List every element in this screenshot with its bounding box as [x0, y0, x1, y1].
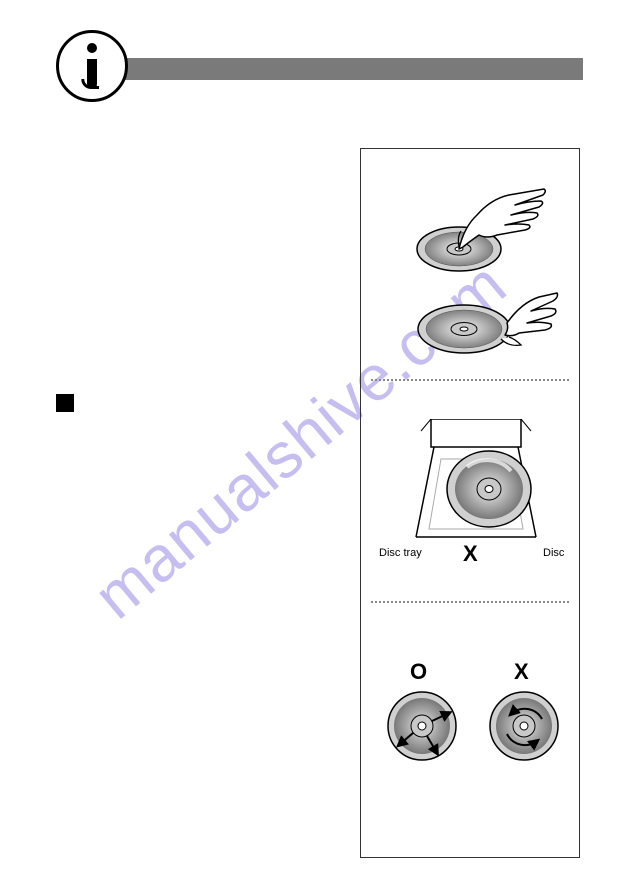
header-bar: [110, 58, 583, 80]
section-disc-tray: Disc tray X Disc: [361, 399, 579, 599]
mark-incorrect-tray: X: [463, 541, 478, 567]
disc-wipe-radial-icon: [385, 689, 460, 764]
hand-holding-disc-edge-icon: [409, 281, 559, 361]
label-disc-tray: Disc tray: [379, 547, 422, 559]
section-bullet: [56, 394, 74, 412]
mark-incorrect: X: [514, 659, 529, 685]
divider: [371, 601, 569, 603]
disc-tray-wrong-icon: [411, 419, 541, 549]
section-disc-handling: [361, 159, 579, 374]
label-disc: Disc: [543, 547, 564, 559]
hand-holding-disc-top-icon: [409, 187, 549, 277]
divider: [371, 379, 569, 381]
mark-correct: O: [410, 659, 427, 685]
disc-wipe-circular-icon: [487, 689, 562, 764]
info-icon: [56, 30, 128, 102]
diagram-panel: Disc tray X Disc O X: [360, 148, 580, 858]
section-disc-cleaning: O X: [361, 629, 579, 839]
